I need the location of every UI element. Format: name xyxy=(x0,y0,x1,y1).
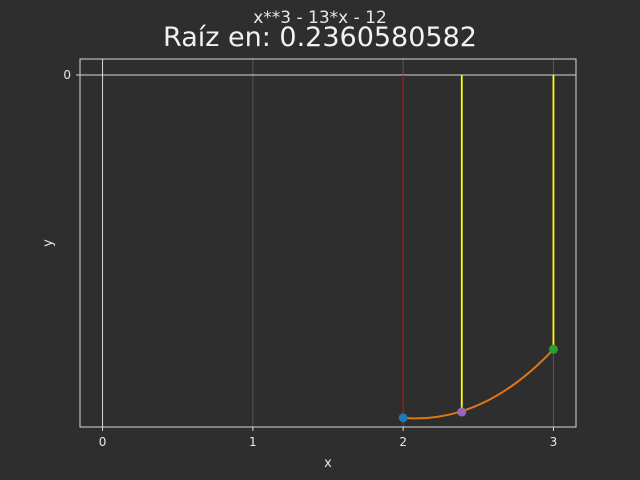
chart-title: x**3 - 13*x - 12 xyxy=(253,8,387,28)
x-tick-label: 1 xyxy=(249,435,257,449)
plot-frame xyxy=(79,58,577,428)
y-axis-label: y xyxy=(41,239,56,247)
x-tick-label: 0 xyxy=(99,435,107,449)
x-tick-label: 2 xyxy=(399,435,407,449)
x-axis-label: x xyxy=(324,456,332,471)
function-curve xyxy=(403,348,555,420)
ticks: 0 1 2 3 0 xyxy=(63,68,557,449)
y-tick-label: 0 xyxy=(63,68,71,82)
chart-subtitle: Raíz en: 0.2360580582 xyxy=(163,22,477,53)
grid xyxy=(80,59,576,427)
plot-marks xyxy=(398,75,558,423)
data-point xyxy=(398,413,408,423)
x-tick-label: 3 xyxy=(550,435,558,449)
data-point xyxy=(457,407,467,417)
data-point xyxy=(548,344,558,354)
